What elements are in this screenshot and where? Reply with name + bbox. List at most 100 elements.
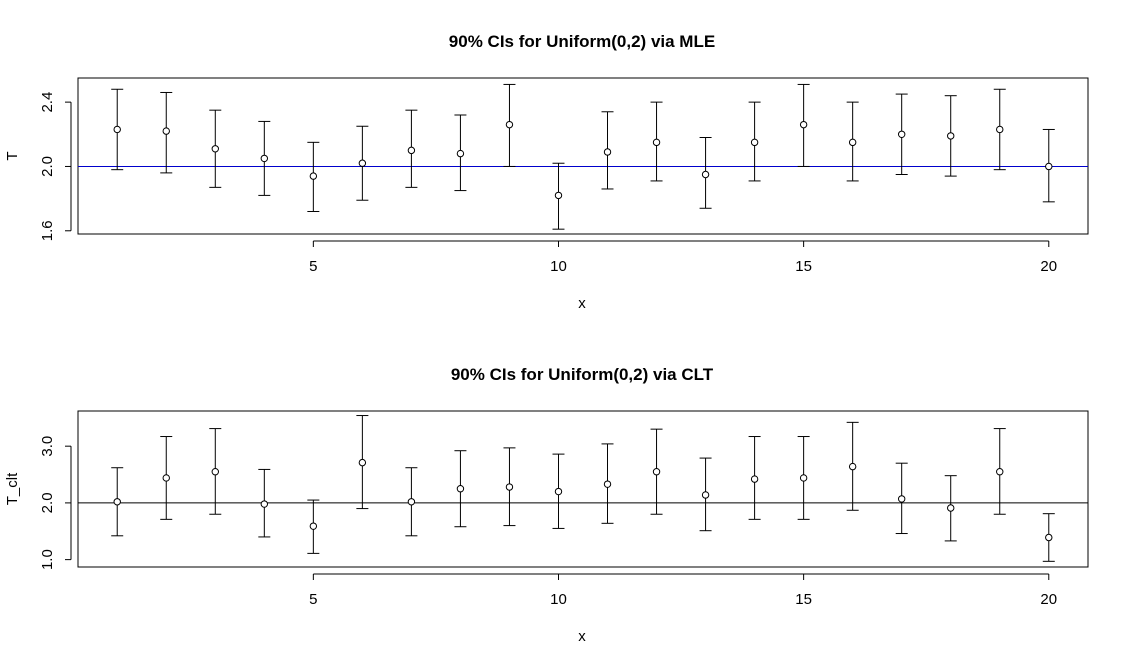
ci-bar bbox=[1042, 128, 1055, 203]
y-axis-label: T_clt bbox=[4, 472, 21, 505]
estimate-point bbox=[996, 467, 1004, 476]
ci-bar bbox=[503, 83, 516, 167]
ci-bar bbox=[307, 141, 320, 212]
x-tick-label: 5 bbox=[309, 258, 317, 275]
estimate-point bbox=[358, 458, 367, 467]
estimate-point bbox=[309, 522, 318, 530]
x-tick-label: 10 bbox=[550, 591, 567, 608]
estimate-point bbox=[701, 170, 710, 179]
estimate-point bbox=[848, 138, 857, 147]
estimate-point bbox=[456, 485, 465, 493]
ci-bar bbox=[503, 447, 516, 527]
chart-title: 90% CIs for Uniform(0,2) via CLT bbox=[451, 365, 714, 384]
ci-bar bbox=[111, 88, 124, 171]
x-tick-label: 15 bbox=[795, 258, 812, 275]
ci-bar bbox=[552, 453, 565, 529]
ci-bar bbox=[993, 428, 1006, 515]
ci-bar bbox=[797, 436, 810, 520]
ci-bar bbox=[209, 109, 222, 188]
ci-bar bbox=[307, 499, 320, 554]
ci-bar bbox=[356, 125, 369, 201]
estimate-point bbox=[799, 474, 808, 482]
estimate-point bbox=[603, 148, 612, 156]
ci-bar bbox=[895, 462, 908, 535]
x-axis: 5 10 15 20 bbox=[309, 573, 1057, 608]
ci-bar bbox=[944, 475, 957, 542]
x-tick-label: 15 bbox=[795, 591, 812, 608]
estimate-point bbox=[309, 172, 318, 180]
estimate-point bbox=[505, 120, 514, 129]
x-axis-label: x bbox=[578, 628, 586, 645]
ci-bar bbox=[454, 114, 467, 192]
ci-bar bbox=[1042, 513, 1055, 562]
y-tick-label: 1.0 bbox=[39, 549, 56, 570]
x-axis: 5 10 15 20 bbox=[309, 240, 1057, 275]
plot-frame bbox=[77, 410, 1089, 568]
ci-bar bbox=[601, 443, 614, 524]
estimate-point bbox=[848, 462, 857, 471]
ci-bar bbox=[160, 91, 173, 174]
ci-bar bbox=[111, 467, 124, 537]
clt-ci-panel: 90% CIs for Uniform(0,2) via CLT x T_clt… bbox=[4, 365, 1089, 645]
y-tick-label: 2.0 bbox=[39, 492, 56, 513]
ci-bar bbox=[748, 436, 761, 520]
estimate-point bbox=[505, 483, 514, 491]
estimate-point bbox=[947, 132, 955, 140]
ci-bar bbox=[258, 468, 271, 538]
x-tick-label: 5 bbox=[309, 591, 317, 608]
estimate-point bbox=[456, 149, 465, 158]
estimate-point bbox=[1045, 162, 1053, 171]
estimate-point bbox=[113, 125, 121, 134]
ci-bar bbox=[748, 101, 761, 182]
ci-bar bbox=[601, 111, 614, 190]
ci-bar bbox=[797, 83, 810, 167]
estimate-point bbox=[996, 125, 1004, 134]
chart-title: 90% CIs for Uniform(0,2) via MLE bbox=[449, 32, 715, 51]
plot-frame bbox=[77, 77, 1089, 235]
estimate-point bbox=[750, 475, 759, 483]
estimate-point bbox=[799, 120, 808, 129]
ci-bar bbox=[160, 436, 173, 520]
y-tick-label: 2.4 bbox=[39, 92, 56, 113]
estimate-point bbox=[603, 480, 612, 488]
estimate-point bbox=[652, 138, 661, 147]
mle-ci-panel: 90% CIs for Uniform(0,2) via MLE x T 5 10… bbox=[4, 32, 1089, 312]
estimate-point bbox=[1045, 533, 1053, 542]
estimate-point bbox=[407, 146, 416, 155]
estimate-point bbox=[897, 130, 906, 138]
y-axis: 1.6 2.0 2.4 bbox=[39, 92, 72, 241]
ci-bar bbox=[993, 88, 1006, 171]
estimate-point bbox=[947, 504, 955, 512]
ci-bar bbox=[405, 109, 418, 188]
x-tick-label: 10 bbox=[550, 258, 567, 275]
ci-bar bbox=[846, 421, 859, 511]
y-tick-label: 2.0 bbox=[39, 156, 56, 177]
estimate-point bbox=[554, 191, 563, 200]
estimate-point bbox=[211, 467, 219, 476]
estimate-point bbox=[554, 487, 563, 496]
estimate-point bbox=[260, 154, 269, 163]
estimate-point bbox=[750, 138, 759, 147]
estimate-point bbox=[358, 159, 367, 167]
ci-bar bbox=[356, 415, 369, 510]
estimate-point bbox=[897, 495, 906, 503]
estimate-point bbox=[162, 474, 170, 482]
ci-bar bbox=[209, 428, 222, 515]
ci-bar bbox=[405, 467, 418, 537]
y-axis: 1.0 2.0 3.0 bbox=[39, 436, 72, 570]
estimate-point bbox=[260, 500, 269, 508]
ci-bar bbox=[699, 137, 712, 209]
ci-bar bbox=[552, 162, 565, 230]
x-axis-label: x bbox=[578, 295, 586, 312]
ci-bar bbox=[650, 428, 663, 515]
ci-bar bbox=[258, 120, 271, 196]
y-axis-label: T bbox=[4, 151, 21, 160]
estimate-point bbox=[407, 498, 416, 506]
y-tick-label: 1.6 bbox=[39, 220, 56, 241]
ci-bar bbox=[895, 93, 908, 175]
ci-bar bbox=[454, 450, 467, 528]
estimate-point bbox=[113, 498, 121, 506]
estimate-point bbox=[652, 467, 661, 476]
ci-bar bbox=[650, 101, 663, 182]
